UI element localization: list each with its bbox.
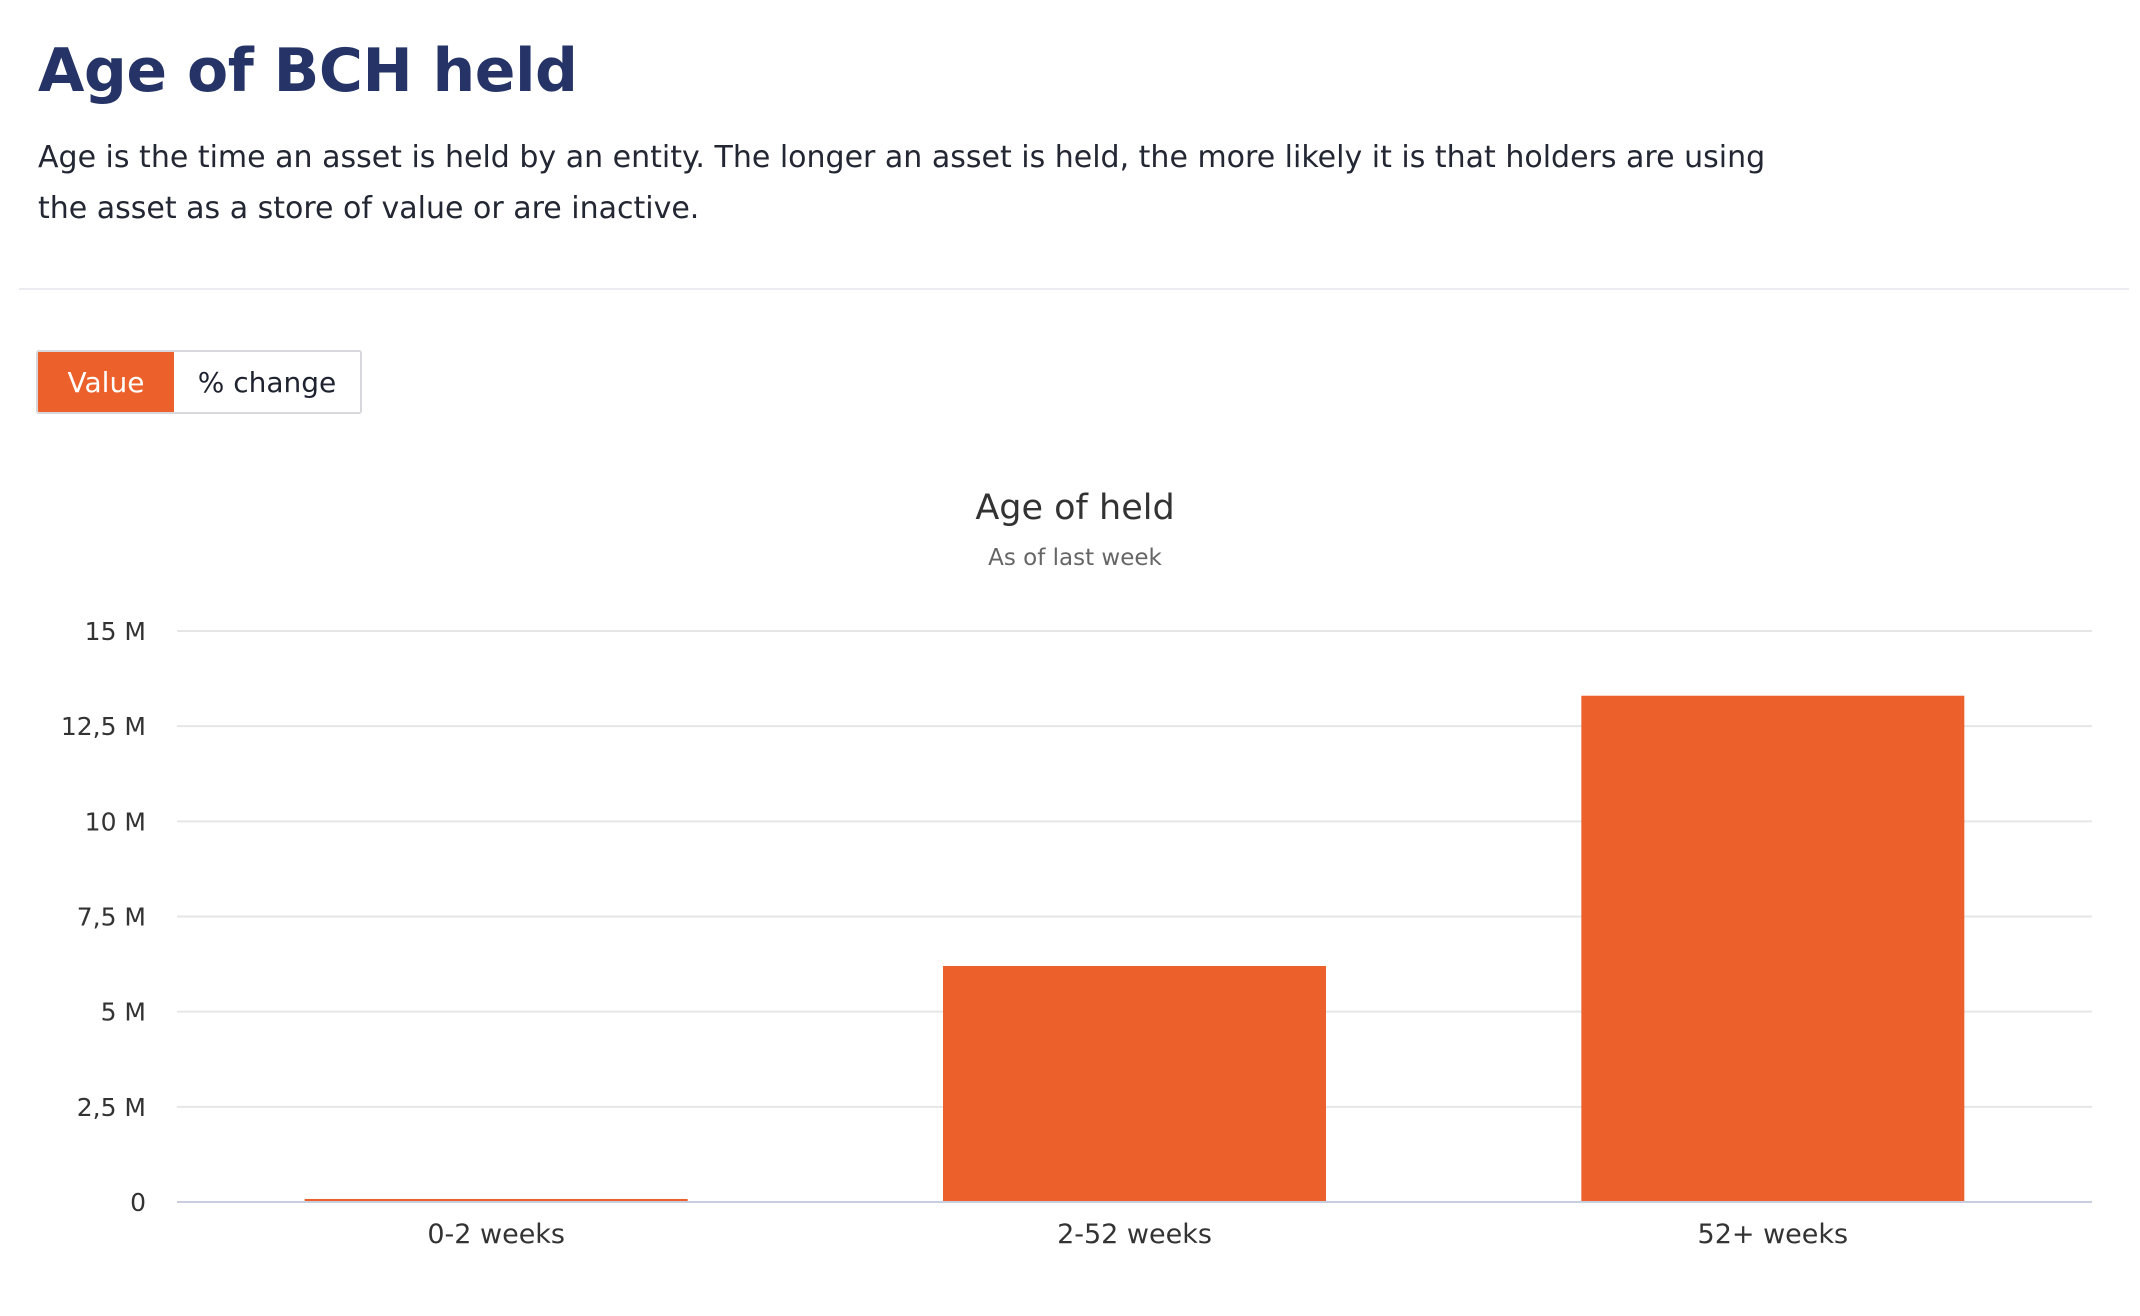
x-tick-label: 52+ weeks: [1698, 1219, 1849, 1250]
chart-subtitle: As of last week: [988, 545, 1162, 571]
value-toggle-button[interactable]: Value: [38, 352, 174, 412]
y-tick-label: 12,5 M: [61, 712, 146, 741]
page-title: Age of BCH held: [38, 36, 578, 106]
bar: [1581, 695, 1965, 1202]
view-toggle: Value % change: [36, 350, 362, 414]
x-tick-label: 0-2 weeks: [427, 1219, 565, 1250]
page-description: Age is the time an asset is held by an e…: [38, 140, 1766, 226]
bar: [304, 1198, 688, 1202]
x-tick-label: 2-52 weeks: [1057, 1219, 1212, 1250]
y-tick-label: 10 M: [85, 807, 146, 836]
bar: [943, 965, 1326, 1202]
section-divider: [19, 288, 2129, 290]
y-tick-label: 15 M: [85, 617, 146, 646]
y-tick-label: 2,5 M: [77, 1093, 146, 1122]
y-tick-label: 5 M: [101, 998, 146, 1027]
chart-title: Age of held: [975, 488, 1175, 528]
percent-change-toggle-button[interactable]: % change: [174, 352, 360, 412]
y-tick-label: 0: [130, 1188, 146, 1217]
y-tick-label: 7,5 M: [77, 903, 146, 932]
